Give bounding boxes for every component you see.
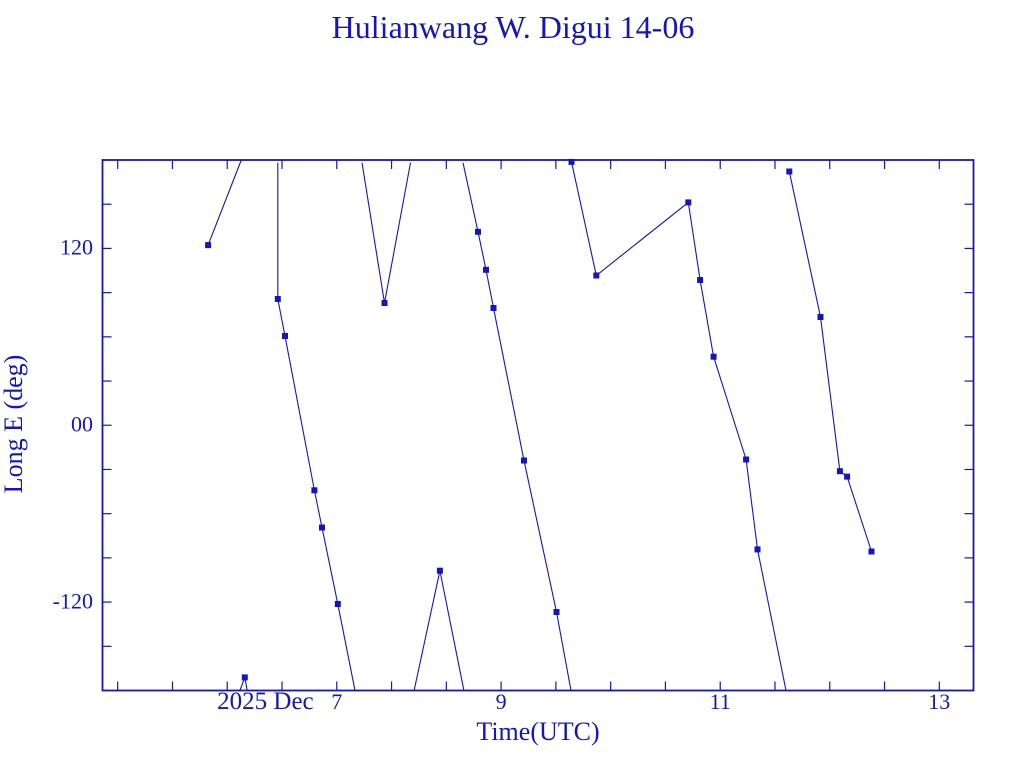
svg-text:11: 11 (710, 689, 731, 714)
svg-text:00: 00 (71, 411, 93, 436)
svg-text:Long E (deg): Long E (deg) (0, 355, 28, 494)
svg-text:-120: -120 (53, 588, 93, 613)
svg-text:Hulianwang W. Digui 14-06: Hulianwang W. Digui 14-06 (332, 9, 695, 45)
svg-text:9: 9 (496, 689, 507, 714)
svg-text:7: 7 (331, 689, 342, 714)
svg-text:120: 120 (60, 235, 93, 260)
svg-text:2025 Dec: 2025 Dec (217, 688, 314, 715)
svg-text:Time(UTC): Time(UTC) (476, 717, 599, 746)
svg-text:13: 13 (928, 689, 950, 714)
